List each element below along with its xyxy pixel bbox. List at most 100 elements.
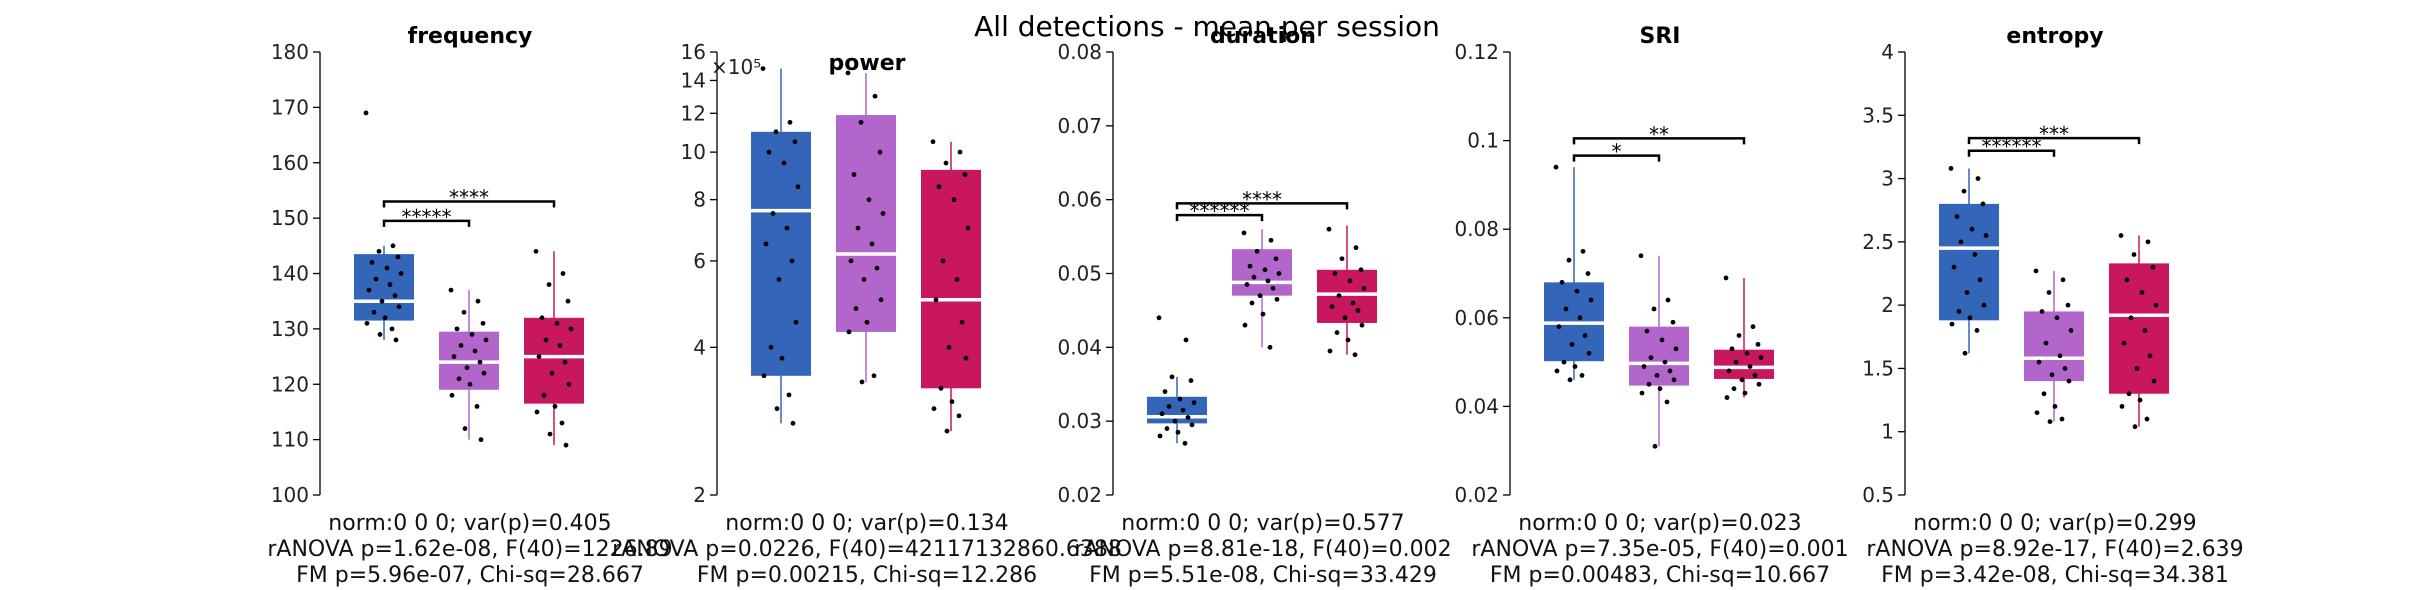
- data-point: [1244, 282, 1250, 287]
- chart-title: entropy: [2006, 24, 2103, 49]
- data-point: [931, 406, 937, 412]
- data-point: [475, 298, 481, 304]
- data-point: [1262, 267, 1268, 273]
- data-point: [1739, 377, 1745, 383]
- stats-line: norm:0 0 0; var(p)=0.023: [1518, 511, 1801, 536]
- data-point: [789, 258, 795, 264]
- significance-label: ***: [2039, 122, 2069, 146]
- data-point: [1183, 337, 1189, 343]
- data-point: [1561, 359, 1567, 365]
- chart-title: SRI: [1640, 24, 1681, 49]
- significance-bracket: [1572, 137, 1746, 145]
- stats-line: rANOVA p=7.35e-05, F(40)=0.001: [1471, 537, 1848, 562]
- data-point: [846, 329, 852, 335]
- data-point: [2062, 366, 2068, 371]
- stats-line: FM p=5.96e-07, Chi-sq=28.667: [296, 563, 644, 588]
- data-point: [562, 359, 568, 365]
- data-point: [1641, 364, 1647, 369]
- box: [2109, 263, 2169, 394]
- data-point: [760, 66, 766, 72]
- data-point: [1188, 378, 1194, 383]
- data-point: [474, 404, 480, 409]
- data-point: [1345, 337, 1351, 343]
- data-point: [1752, 372, 1758, 378]
- data-point: [1166, 404, 1172, 409]
- data-point: [2131, 252, 2137, 257]
- data-point: [1646, 381, 1652, 387]
- data-point: [2145, 239, 2151, 245]
- data-point: [1334, 330, 1340, 335]
- data-point: [1665, 297, 1671, 303]
- data-point: [458, 343, 464, 348]
- data-point: [933, 297, 939, 303]
- data-point: [1185, 415, 1191, 420]
- data-point: [2068, 328, 2074, 333]
- data-point: [786, 392, 792, 398]
- data-point: [448, 287, 454, 293]
- data-point: [1723, 275, 1729, 281]
- y-tick-label: 0.12: [1454, 40, 1499, 64]
- data-point: [1654, 372, 1660, 378]
- data-point: [363, 110, 369, 116]
- data-point: [557, 343, 563, 348]
- data-point: [534, 409, 540, 415]
- box: [921, 169, 981, 389]
- box-group-1: [1939, 166, 1999, 356]
- data-point: [559, 420, 565, 426]
- data-point: [481, 370, 487, 376]
- chart-panel-duration: duration 0.02 0.03 0.04 0.05 0.06 0.07 0.08 ****…: [1057, 24, 1451, 588]
- stats-line: norm:0 0 0; var(p)=0.577: [1121, 511, 1404, 536]
- data-point: [1958, 239, 1964, 245]
- data-point: [1241, 230, 1247, 236]
- data-point: [449, 392, 455, 398]
- y-tick-label: 0.03: [1057, 409, 1102, 433]
- data-point: [951, 197, 957, 203]
- data-point: [2052, 404, 2058, 409]
- data-point: [1332, 271, 1338, 276]
- significance-bracket: [1967, 149, 2056, 157]
- y-tick-label: 1: [1881, 420, 1894, 444]
- data-point: [373, 276, 379, 282]
- data-point: [1355, 308, 1361, 313]
- data-point: [1267, 344, 1273, 350]
- y-tick-label: 10: [681, 140, 706, 164]
- data-point: [2124, 277, 2130, 283]
- data-point: [1361, 285, 1367, 291]
- data-point: [549, 370, 555, 376]
- y-multiplier-label: ×10⁵: [711, 55, 761, 79]
- data-point: [1755, 341, 1761, 347]
- data-point: [1257, 293, 1263, 299]
- data-point: [2144, 416, 2150, 422]
- data-point: [963, 355, 969, 361]
- data-point: [949, 399, 955, 405]
- data-point: [1164, 426, 1170, 431]
- data-point: [1729, 346, 1735, 352]
- data-point: [456, 376, 462, 382]
- data-point: [944, 428, 950, 434]
- data-point: [2036, 359, 2042, 365]
- data-point: [1972, 252, 1978, 257]
- data-point: [1969, 226, 1975, 232]
- y-tick-label: 0.04: [1454, 394, 1499, 418]
- data-point: [957, 149, 963, 155]
- y-tick-label: 8: [693, 188, 706, 212]
- data-point: [954, 277, 960, 282]
- y-tick-label: 1.5: [1862, 356, 1894, 380]
- data-point: [2139, 290, 2145, 295]
- y-tick-label: 3: [1881, 167, 1894, 191]
- data-point: [371, 309, 377, 315]
- y-tick-label: 12: [681, 101, 706, 125]
- data-point: [469, 332, 475, 337]
- data-point: [382, 315, 388, 321]
- data-point: [1554, 368, 1560, 374]
- data-point: [956, 413, 962, 419]
- box-group-2: [1629, 253, 1689, 449]
- data-point: [962, 172, 968, 177]
- data-point: [552, 404, 558, 409]
- data-point: [1182, 440, 1188, 446]
- data-point: [2060, 277, 2066, 283]
- data-point: [943, 160, 949, 166]
- data-point: [1983, 233, 1989, 238]
- data-point: [480, 320, 486, 326]
